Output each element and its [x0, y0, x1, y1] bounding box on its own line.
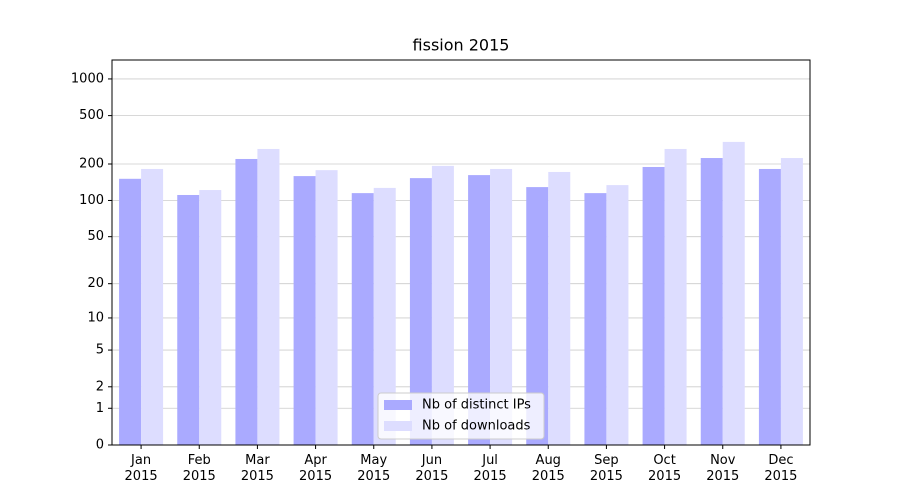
x-tick-label: May 2015 — [357, 453, 391, 484]
legend-box — [377, 392, 545, 440]
bar — [722, 141, 745, 445]
bar — [293, 176, 316, 446]
bar — [700, 158, 723, 445]
bar — [141, 168, 164, 445]
bar — [177, 194, 200, 445]
bar — [490, 168, 513, 445]
x-tick-label: Oct 2015 — [648, 453, 682, 484]
plot-frame — [111, 59, 811, 446]
bar — [548, 171, 571, 445]
x-tick-label: Aug 2015 — [531, 453, 565, 484]
bar — [664, 148, 687, 445]
y-tick-label: 5 — [96, 343, 104, 358]
y-tick-label: 50 — [87, 229, 104, 244]
legend-swatch — [384, 400, 412, 410]
bar — [468, 175, 491, 445]
bar — [758, 168, 781, 445]
chart-title: fission 2015 — [413, 36, 510, 55]
bar — [257, 148, 280, 445]
bar — [235, 158, 258, 445]
y-tick-label: 500 — [79, 108, 104, 123]
x-tick-label: Jun 2015 — [415, 453, 449, 484]
legend: Nb of distinct IPs Nb of downloads — [377, 392, 545, 440]
y-tick-label: 1 — [96, 401, 104, 416]
bar — [431, 165, 454, 445]
y-tick-label: 10 — [87, 310, 104, 325]
x-tick-label: Mar 2015 — [240, 453, 274, 484]
y-tick-label: 0 — [96, 438, 104, 453]
bar — [780, 158, 803, 445]
legend-swatch — [384, 421, 412, 431]
bar — [526, 187, 549, 446]
legend-label: Nb of distinct IPs — [422, 398, 531, 413]
bar — [199, 190, 222, 445]
legend-label: Nb of downloads — [422, 419, 531, 434]
x-tick-label: Nov 2015 — [706, 453, 740, 484]
y-tick-label: 2 — [96, 379, 104, 394]
bar — [373, 187, 396, 445]
y-tick-label: 1000 — [71, 71, 104, 86]
bar — [606, 185, 629, 446]
x-tick-label: Apr 2015 — [299, 453, 333, 484]
x-tick-label: Dec 2015 — [764, 453, 798, 484]
bar — [642, 166, 665, 446]
y-tick-label: 20 — [87, 276, 104, 291]
bar — [119, 178, 142, 445]
y-tick-label: 100 — [79, 193, 104, 208]
bar — [584, 193, 607, 445]
x-tick-label: Jul 2015 — [473, 453, 507, 484]
bar — [351, 193, 374, 445]
x-tick-label: Sep 2015 — [589, 453, 623, 484]
bar — [315, 170, 338, 446]
bar — [409, 178, 432, 445]
x-tick-label: Jan 2015 — [124, 453, 158, 484]
y-tick-label: 200 — [79, 157, 104, 172]
x-tick-label: Feb 2015 — [182, 453, 216, 484]
